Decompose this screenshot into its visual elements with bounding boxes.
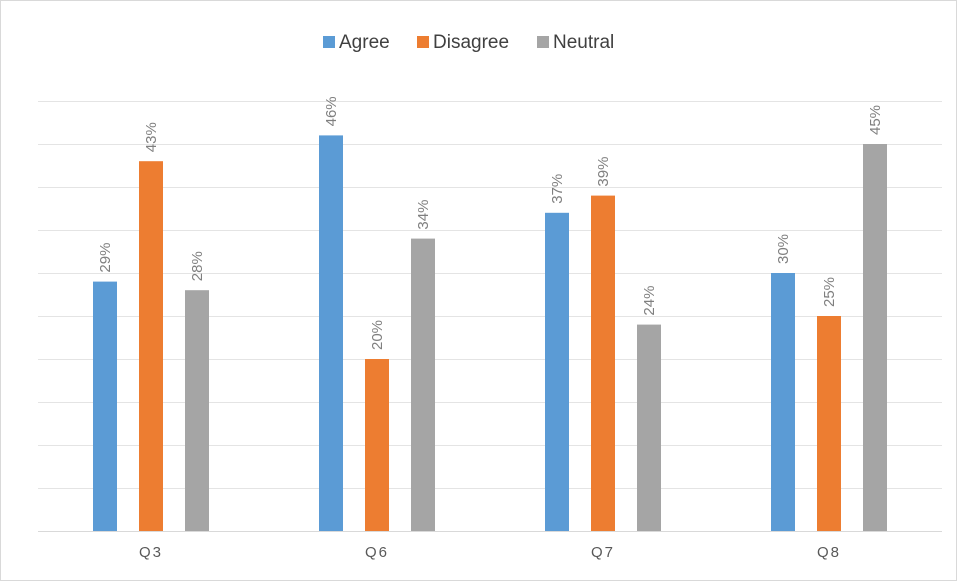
bar-neutral-q3 <box>185 290 209 531</box>
data-label: 25% <box>821 277 838 307</box>
bar-disagree-q7 <box>591 195 615 531</box>
data-label: 45% <box>867 105 884 135</box>
data-label: 30% <box>775 234 792 264</box>
bar-disagree-q8 <box>817 316 841 531</box>
legend-swatch-neutral <box>537 36 549 48</box>
bar-agree-q8 <box>771 273 795 531</box>
category-label: Q8 <box>817 544 841 561</box>
data-labels: 29% 43% 28% 46% 20% 34% 37% 39% 24% 30% 25% 45% <box>97 96 884 350</box>
bar-agree-q3 <box>93 281 117 531</box>
legend-label-agree: Agree <box>339 32 390 53</box>
data-label: 46% <box>323 96 340 126</box>
legend-label-neutral: Neutral <box>553 32 614 53</box>
data-label: 29% <box>97 243 114 273</box>
category-label: Q3 <box>139 544 163 561</box>
legend-label-disagree: Disagree <box>433 32 509 53</box>
data-label: 34% <box>415 200 432 230</box>
data-label: 43% <box>143 122 160 152</box>
legend-swatch-disagree <box>417 36 429 48</box>
data-label: 28% <box>189 251 206 281</box>
category-label: Q7 <box>591 544 615 561</box>
bar-agree-q6 <box>319 135 343 531</box>
bar-neutral-q7 <box>637 324 661 531</box>
bar-agree-q7 <box>545 212 569 532</box>
bar-neutral-q8 <box>863 144 887 531</box>
category-label: Q6 <box>365 544 389 561</box>
data-label: 24% <box>641 286 658 316</box>
bars <box>93 135 887 532</box>
bar-neutral-q6 <box>411 238 435 531</box>
data-label: 20% <box>369 320 386 350</box>
data-label: 37% <box>549 174 566 204</box>
bar-disagree-q6 <box>365 359 389 531</box>
x-axis: Q3 Q6 Q7 Q8 <box>139 544 841 561</box>
legend: Agree Disagree Neutral <box>323 32 614 53</box>
gridlines <box>38 101 942 532</box>
bar-disagree-q3 <box>139 161 163 531</box>
legend-swatch-agree <box>323 36 335 48</box>
data-label: 39% <box>595 157 612 187</box>
